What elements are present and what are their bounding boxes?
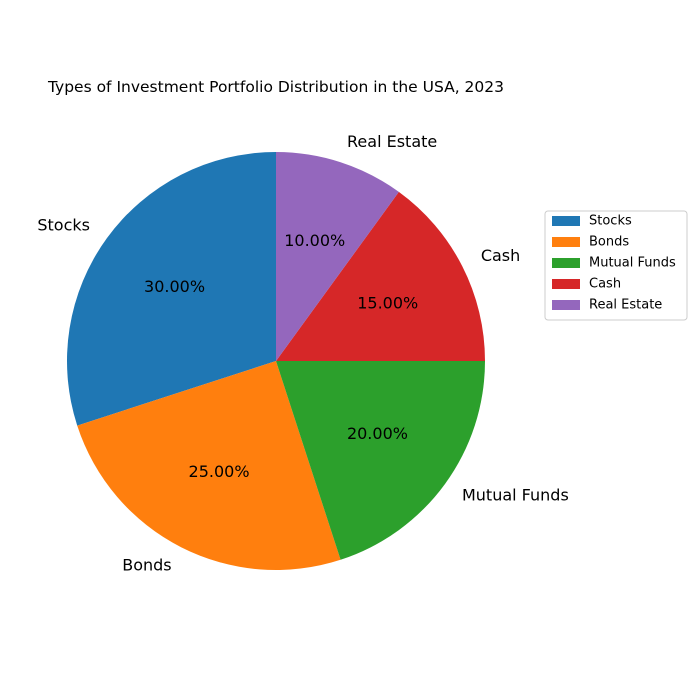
slice-percent-stocks: 30.00%: [144, 277, 205, 296]
legend-label-real-estate: Real Estate: [589, 298, 662, 313]
pie-slice-cash: [276, 191, 485, 361]
slice-percent-mutual-funds: 20.00%: [347, 424, 408, 443]
pie-slice-real-estate: [276, 152, 399, 361]
slice-label-mutual-funds: Mutual Funds: [462, 486, 569, 505]
slice-category-labels: Stocks Bonds Mutual Funds Cash Real Estate: [37, 132, 568, 574]
pie-slices: [66, 152, 485, 570]
legend-swatch-real-estate: [552, 300, 580, 310]
slice-percent-labels: 30.00% 25.00% 20.00% 15.00% 10.00%: [144, 231, 418, 481]
legend-label-bonds: Bonds: [589, 235, 629, 250]
slice-label-real-estate: Real Estate: [347, 132, 437, 151]
chart-title: Types of Investment Portfolio Distributi…: [47, 78, 504, 96]
legend-label-mutual-funds: Mutual Funds: [589, 256, 676, 271]
slice-label-bonds: Bonds: [122, 555, 171, 574]
pie-slice-bonds: [77, 361, 341, 570]
slice-label-cash: Cash: [481, 246, 520, 265]
legend-swatch-stocks: [552, 216, 580, 226]
pie-slice-stocks: [66, 152, 276, 426]
legend-frame: [544, 210, 688, 321]
slice-percent-real-estate: 10.00%: [284, 231, 345, 250]
legend-swatch-bonds: [552, 237, 580, 247]
legend-swatch-cash: [552, 279, 580, 289]
legend-entries: Stocks Bonds Mutual Funds Cash Real Estate: [552, 214, 676, 313]
slice-percent-cash: 15.00%: [357, 294, 418, 313]
legend-label-stocks: Stocks: [589, 214, 632, 229]
chart-legend: Stocks Bonds Mutual Funds Cash Real Estate: [544, 210, 688, 321]
slice-label-stocks: Stocks: [37, 215, 90, 234]
legend-label-cash: Cash: [589, 277, 621, 292]
slice-percent-bonds: 25.00%: [189, 462, 250, 481]
pie-slice-mutual-funds: [276, 361, 485, 560]
legend-swatch-mutual-funds: [552, 258, 580, 268]
